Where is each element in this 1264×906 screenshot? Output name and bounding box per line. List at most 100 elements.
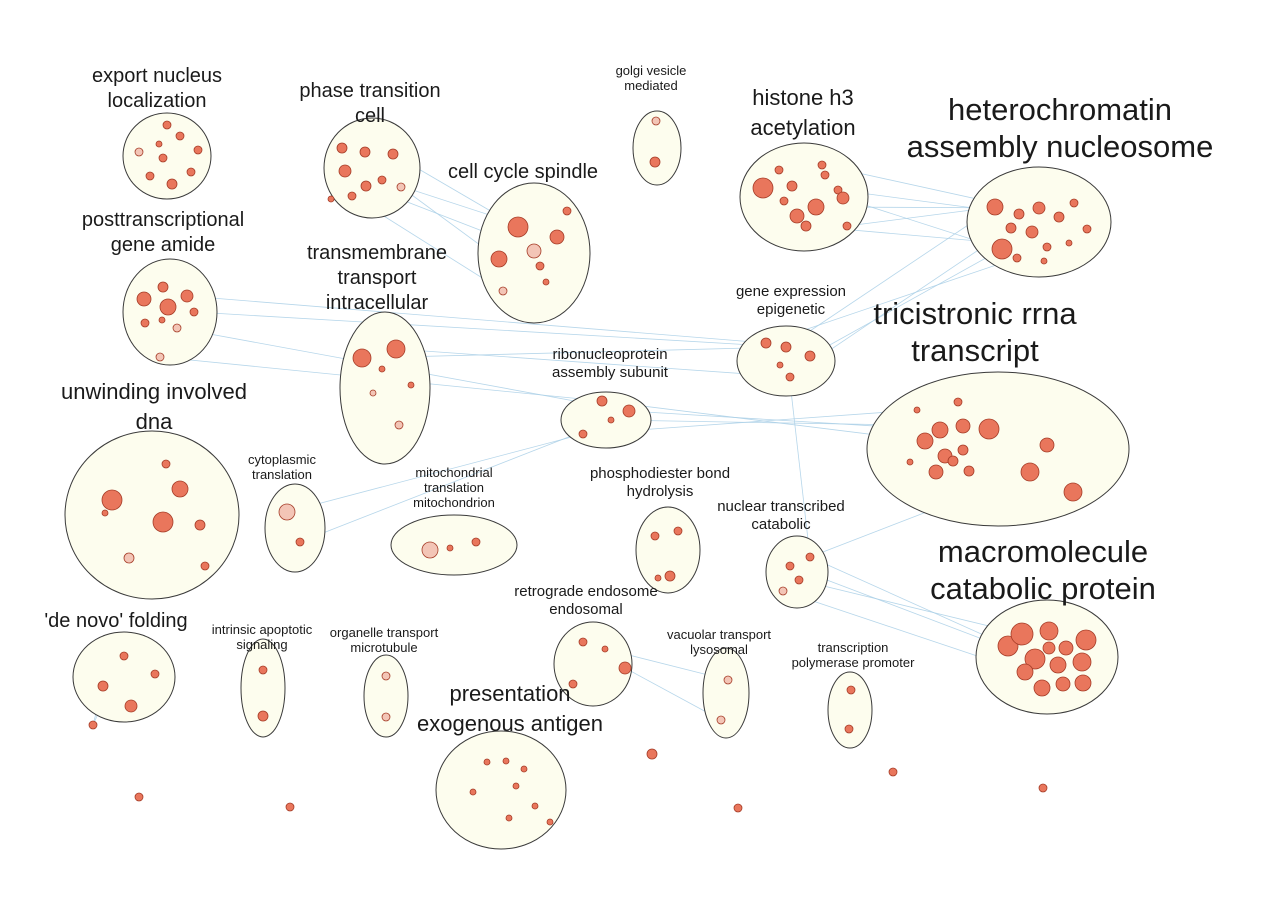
term-node[interactable] <box>145 171 155 181</box>
term-node[interactable] <box>469 788 477 796</box>
term-node[interactable] <box>520 765 528 773</box>
cluster-c8[interactable]: transmembrane transport intracellular <box>307 242 447 465</box>
term-node[interactable] <box>1069 198 1079 208</box>
term-node[interactable] <box>1039 621 1059 641</box>
term-node[interactable] <box>512 782 520 790</box>
term-node[interactable] <box>498 286 508 296</box>
term-node[interactable] <box>844 724 854 734</box>
term-node[interactable] <box>175 131 185 141</box>
term-node[interactable] <box>360 180 372 192</box>
term-node[interactable] <box>124 699 138 713</box>
term-node[interactable] <box>377 175 387 185</box>
term-node[interactable] <box>1040 257 1048 265</box>
term-node[interactable] <box>789 208 805 224</box>
term-node[interactable] <box>991 238 1013 260</box>
cluster-c7[interactable]: posttranscriptional gene amide <box>82 209 244 366</box>
term-node[interactable] <box>338 164 352 178</box>
term-node[interactable] <box>407 381 415 389</box>
term-node[interactable] <box>152 511 174 533</box>
term-node[interactable] <box>957 444 969 456</box>
term-node[interactable] <box>752 177 774 199</box>
term-node[interactable] <box>785 561 795 571</box>
term-node[interactable] <box>649 156 661 168</box>
term-node[interactable] <box>786 180 798 192</box>
term-node[interactable] <box>1016 663 1034 681</box>
term-node[interactable] <box>776 361 784 369</box>
term-node[interactable] <box>171 480 189 498</box>
term-node[interactable] <box>101 489 123 511</box>
term-node[interactable] <box>760 337 772 349</box>
term-node[interactable] <box>119 651 129 661</box>
term-node[interactable] <box>774 165 784 175</box>
term-node[interactable] <box>166 178 178 190</box>
cluster-c6[interactable]: cell cycle spindle <box>448 161 598 324</box>
term-node[interactable] <box>947 455 959 467</box>
term-node[interactable] <box>607 416 615 424</box>
term-node[interactable] <box>347 191 357 201</box>
term-node[interactable] <box>1005 222 1017 234</box>
term-node[interactable] <box>542 278 550 286</box>
term-node[interactable] <box>913 406 921 414</box>
term-node[interactable] <box>794 575 804 585</box>
term-node[interactable] <box>562 206 572 216</box>
term-node[interactable] <box>664 570 676 582</box>
term-node[interactable] <box>378 365 386 373</box>
term-node[interactable] <box>1075 629 1097 651</box>
term-node[interactable] <box>646 748 658 760</box>
term-node[interactable] <box>578 429 588 439</box>
term-node[interactable] <box>193 145 203 155</box>
term-node[interactable] <box>1049 656 1067 674</box>
term-node[interactable] <box>359 146 371 158</box>
term-node[interactable] <box>953 397 963 407</box>
term-node[interactable] <box>134 792 144 802</box>
term-node[interactable] <box>1042 242 1052 252</box>
term-node[interactable] <box>531 802 539 810</box>
term-node[interactable] <box>97 680 109 692</box>
term-node[interactable] <box>978 418 1000 440</box>
term-node[interactable] <box>336 142 348 154</box>
term-node[interactable] <box>421 541 439 559</box>
term-node[interactable] <box>136 291 152 307</box>
term-node[interactable] <box>123 552 135 564</box>
term-node[interactable] <box>596 395 608 407</box>
term-node[interactable] <box>502 757 510 765</box>
term-node[interactable] <box>159 298 177 316</box>
term-node[interactable] <box>836 191 850 205</box>
term-node[interactable] <box>471 537 481 547</box>
term-node[interactable] <box>180 289 194 303</box>
term-node[interactable] <box>134 147 144 157</box>
term-node[interactable] <box>546 818 554 826</box>
term-node[interactable] <box>963 465 975 477</box>
term-node[interactable] <box>295 537 305 547</box>
term-node[interactable] <box>352 348 372 368</box>
term-node[interactable] <box>189 307 199 317</box>
term-node[interactable] <box>1013 208 1025 220</box>
term-node[interactable] <box>1082 224 1092 234</box>
cluster-c4[interactable]: histone h3 acetylation <box>739 85 869 252</box>
term-node[interactable] <box>778 586 788 596</box>
term-node[interactable] <box>386 339 406 359</box>
cluster-c12[interactable]: unwinding involved dna <box>61 379 247 600</box>
term-node[interactable] <box>1039 437 1055 453</box>
term-node[interactable] <box>618 661 632 675</box>
term-node[interactable] <box>673 526 683 536</box>
term-node[interactable] <box>549 229 565 245</box>
term-node[interactable] <box>780 341 792 353</box>
term-node[interactable] <box>800 220 812 232</box>
term-node[interactable] <box>997 635 1019 657</box>
term-node[interactable] <box>1012 253 1022 263</box>
term-node[interactable] <box>194 519 206 531</box>
term-node[interactable] <box>779 196 789 206</box>
term-node[interactable] <box>807 198 825 216</box>
term-node[interactable] <box>535 261 545 271</box>
term-node[interactable] <box>842 221 852 231</box>
term-node[interactable] <box>285 802 295 812</box>
term-node[interactable] <box>723 675 733 685</box>
term-node[interactable] <box>785 372 795 382</box>
